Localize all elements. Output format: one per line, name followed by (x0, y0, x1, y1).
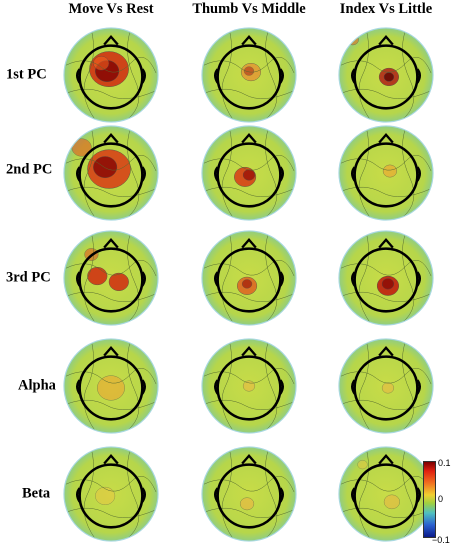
colorbar-min-label: −0.1 (432, 535, 450, 545)
topomap-1st-pc-index-vs-little (338, 27, 434, 123)
row-title-1st-pc: 1st PC (6, 66, 47, 83)
topomap-1st-pc-thumb-vs-middle (201, 27, 297, 123)
topomap-alpha-move-vs-rest (63, 338, 159, 434)
topomap-2nd-pc-index-vs-little (338, 125, 434, 221)
row-title-2nd-pc: 2nd PC (6, 161, 53, 178)
topomap-beta-thumb-vs-middle (201, 446, 297, 542)
column-title-thumb-vs-middle: Thumb Vs Middle (192, 1, 306, 17)
topomap-2nd-pc-move-vs-rest (63, 125, 159, 221)
topomap-3rd-pc-thumb-vs-middle (201, 230, 297, 326)
topomap-1st-pc-move-vs-rest (63, 27, 159, 123)
topomap-beta-move-vs-rest (63, 446, 159, 542)
topomap-alpha-thumb-vs-middle (201, 338, 297, 434)
column-title-index-vs-little: Index Vs Little (339, 1, 433, 17)
colorbar-mid-label: 0 (438, 494, 444, 504)
topomap-3rd-pc-move-vs-rest (63, 230, 159, 326)
topomap-alpha-index-vs-little (338, 338, 434, 434)
topomap-3rd-pc-index-vs-little (338, 230, 434, 326)
colorbar-max-label: 0.1 (438, 458, 451, 468)
colorbar (423, 461, 436, 538)
row-title-beta: Beta (22, 485, 51, 502)
row-title-3rd-pc: 3rd PC (6, 269, 51, 286)
column-title-move-vs-rest: Move Vs Rest (68, 1, 154, 17)
topomap-beta-index-vs-little (338, 446, 434, 542)
topomap-2nd-pc-thumb-vs-middle (201, 125, 297, 221)
row-title-alpha: Alpha (18, 377, 56, 394)
